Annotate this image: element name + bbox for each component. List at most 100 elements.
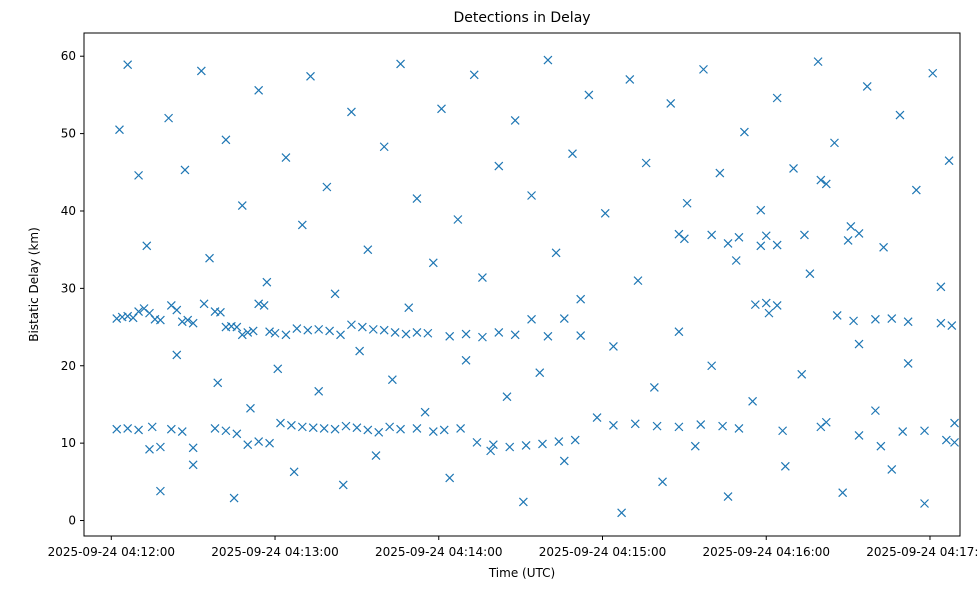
data-point	[849, 316, 858, 326]
data-point	[543, 331, 553, 341]
data-point	[123, 60, 133, 70]
data-point	[559, 456, 569, 466]
data-point	[265, 438, 274, 448]
data-point	[559, 314, 569, 323]
data-point	[314, 386, 324, 396]
data-point	[870, 314, 880, 324]
data-point	[554, 437, 564, 447]
data-point	[870, 406, 880, 416]
data-point	[748, 396, 758, 406]
data-point	[649, 382, 659, 392]
data-point	[862, 81, 872, 91]
data-point	[428, 258, 438, 268]
data-point	[592, 413, 602, 423]
data-point	[494, 328, 504, 337]
chart-title: Detections in Delay	[453, 10, 590, 26]
points-layer	[112, 55, 959, 518]
data-point	[237, 330, 247, 340]
data-point	[478, 273, 487, 282]
data-point	[183, 315, 193, 325]
data-point	[428, 427, 438, 436]
data-point	[412, 328, 422, 337]
data-point	[617, 508, 627, 518]
data-point	[679, 234, 689, 244]
data-point	[887, 465, 897, 474]
data-point	[543, 55, 553, 65]
data-point	[221, 426, 231, 436]
data-point	[813, 57, 823, 67]
data-point	[166, 424, 176, 434]
data-point	[608, 341, 618, 351]
data-point	[445, 473, 455, 483]
data-point	[472, 437, 482, 447]
data-point	[210, 424, 220, 433]
data-point	[396, 424, 405, 434]
data-point	[652, 421, 662, 431]
data-point	[243, 440, 253, 450]
data-point	[761, 298, 771, 308]
data-point	[292, 324, 302, 334]
data-point	[936, 282, 946, 292]
data-point	[756, 205, 766, 215]
data-point	[325, 326, 335, 336]
data-point	[199, 299, 209, 309]
data-point	[838, 488, 848, 498]
data-point	[666, 98, 676, 108]
data-point	[805, 269, 815, 279]
data-point	[352, 423, 362, 433]
data-point	[816, 175, 826, 185]
data-point	[286, 420, 296, 430]
data-point	[950, 437, 959, 447]
data-point	[696, 420, 706, 429]
y-tick-label: 40	[61, 204, 76, 218]
data-point	[379, 142, 389, 152]
data-point	[423, 328, 433, 338]
data-point	[374, 427, 384, 437]
data-point	[739, 127, 749, 137]
data-point	[830, 138, 839, 148]
data-point	[273, 364, 283, 374]
data-point	[887, 314, 897, 323]
data-point	[750, 300, 760, 310]
data-point	[420, 407, 430, 417]
data-point	[527, 191, 536, 200]
data-point	[570, 435, 580, 445]
data-point	[368, 324, 378, 334]
data-point	[633, 276, 643, 286]
y-tick-label: 20	[61, 359, 76, 373]
data-point	[221, 135, 231, 145]
x-axis: 2025-09-24 04:12:00 2025-09-24 04:13:00 20…	[48, 536, 979, 559]
data-point	[947, 321, 957, 330]
data-point	[772, 93, 782, 103]
data-point	[145, 444, 154, 454]
data-point	[262, 277, 272, 287]
data-point	[690, 441, 700, 451]
data-point	[584, 90, 594, 100]
data-point	[281, 153, 291, 163]
data-point	[297, 422, 307, 432]
data-point	[778, 426, 788, 436]
data-point	[254, 299, 264, 309]
data-point	[303, 325, 313, 335]
data-point	[674, 422, 684, 432]
data-point	[761, 231, 771, 241]
data-point	[155, 486, 165, 496]
data-point	[379, 325, 389, 335]
data-point	[229, 493, 239, 503]
data-point	[254, 85, 264, 95]
data-point	[478, 332, 487, 342]
data-point	[843, 235, 853, 245]
data-point	[715, 168, 725, 178]
data-point	[390, 328, 400, 337]
data-point	[147, 422, 157, 432]
data-point	[188, 460, 198, 470]
data-point	[412, 424, 422, 433]
data-point	[254, 437, 264, 447]
data-point	[123, 424, 133, 433]
data-point	[330, 424, 340, 434]
data-point	[142, 241, 152, 251]
data-point	[944, 156, 954, 166]
data-point	[177, 317, 187, 327]
data-point	[780, 461, 790, 471]
data-point	[903, 359, 913, 368]
